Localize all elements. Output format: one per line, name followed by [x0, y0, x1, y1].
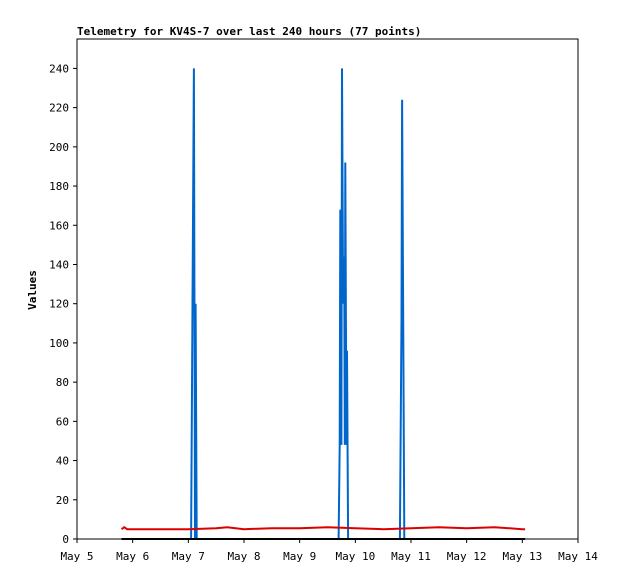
- x-tick-label: May 14: [558, 550, 598, 563]
- y-tick-label: 20: [56, 494, 69, 507]
- series-layer: [120, 68, 526, 540]
- x-tick-label: May 13: [502, 550, 542, 563]
- series-line-0: [121, 68, 526, 540]
- y-ticks: 0 20 40 60 80 100 120 140 160 180 200 220 240: [49, 62, 77, 546]
- y-tick-label: 220: [49, 102, 69, 115]
- y-tick-label: 100: [49, 337, 69, 350]
- x-ticks: May 5 May 6 May 7 May 8 May 9 May 10 May 11 May…: [60, 539, 598, 563]
- y-tick-label: 200: [49, 141, 69, 154]
- x-tick-label: May 8: [227, 550, 260, 563]
- series-line-1: [120, 525, 526, 531]
- plot-area: [76, 38, 579, 540]
- y-tick-label: 40: [56, 455, 69, 468]
- y-tick-label: 140: [49, 258, 69, 271]
- x-tick-label: May 5: [60, 550, 93, 563]
- x-tick-label: May 6: [116, 550, 149, 563]
- y-tick-label: 80: [56, 376, 69, 389]
- y-tick-label: 160: [49, 219, 69, 232]
- y-tick-label: 0: [62, 533, 69, 546]
- x-tick-label: May 10: [335, 550, 375, 563]
- x-tick-label: May 11: [391, 550, 431, 563]
- x-tick-label: May 9: [283, 550, 316, 563]
- x-tick-label: May 7: [172, 550, 205, 563]
- x-tick-label: May 12: [447, 550, 487, 563]
- y-tick-label: 120: [49, 298, 69, 311]
- y-tick-label: 180: [49, 180, 69, 193]
- y-axis-label: Values: [26, 270, 39, 310]
- y-tick-label: 240: [49, 62, 69, 75]
- y-tick-label: 60: [56, 415, 69, 428]
- chart-title: Telemetry for KV4S-7 over last 240 hours…: [77, 25, 421, 38]
